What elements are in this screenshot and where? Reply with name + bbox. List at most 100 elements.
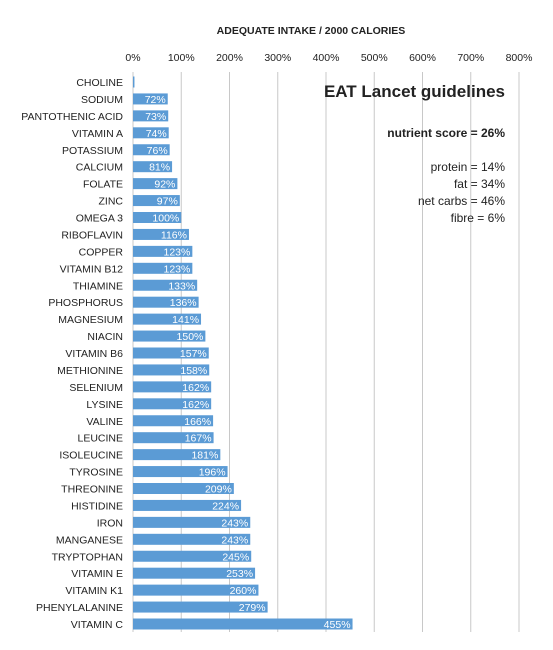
bar [133, 415, 214, 427]
bar [133, 161, 173, 173]
bar [133, 296, 199, 308]
category-label: CHOLINE [76, 77, 123, 89]
x-tick-label: 800% [506, 52, 533, 64]
x-axis-tick-labels: 0% 100% 200% 300% 400% 500% 600% 700% 800% [125, 52, 532, 64]
bar [133, 279, 198, 291]
data-label: 76% [147, 145, 168, 157]
category-label: NIACIN [87, 331, 123, 343]
bar [133, 93, 168, 105]
annotation-protein: protein = 14% [430, 160, 505, 174]
bar [133, 584, 259, 596]
data-label: 97% [157, 196, 178, 208]
bar [133, 618, 353, 630]
bar [133, 313, 202, 325]
x-axis-title: ADEQUATE INTAKE / 2000 CALORIES [217, 25, 406, 37]
x-tick-label: 100% [168, 52, 195, 64]
x-tick-label: 700% [457, 52, 484, 64]
bar [133, 364, 210, 376]
category-label: LYSINE [86, 399, 123, 411]
data-label: 123% [163, 263, 190, 275]
bar [133, 228, 189, 240]
data-label: 81% [149, 162, 170, 174]
bar [133, 432, 214, 444]
data-label: 181% [191, 450, 218, 462]
data-label: 243% [221, 534, 248, 546]
annotation-fat: fat = 34% [453, 177, 505, 191]
data-label: 224% [212, 500, 239, 512]
bar [133, 262, 193, 274]
bar [133, 601, 268, 613]
category-label: IRON [97, 517, 123, 529]
data-label: 166% [184, 416, 211, 428]
bar [133, 516, 251, 528]
bar [133, 144, 170, 156]
x-tick-label: 200% [216, 52, 243, 64]
data-label: 167% [185, 433, 212, 445]
category-label: HISTIDINE [71, 500, 123, 512]
x-tick-label: 400% [313, 52, 340, 64]
category-label: METHIONINE [57, 365, 123, 377]
data-label: 123% [163, 246, 190, 258]
data-label: 74% [146, 128, 167, 140]
data-label: 260% [230, 585, 257, 597]
category-label: POTASSIUM [62, 145, 123, 157]
data-label: 455% [324, 619, 351, 631]
data-label: 209% [205, 484, 232, 496]
bar [133, 398, 212, 410]
bar [133, 449, 221, 461]
bars [133, 76, 353, 630]
category-label: SELENIUM [69, 382, 123, 394]
bar [133, 178, 178, 190]
annotation-nutrient-score: nutrient score = 26% [387, 126, 505, 140]
x-tick-label: 500% [361, 52, 388, 64]
bar [133, 245, 193, 257]
category-label: PHENYLALANINE [36, 602, 123, 614]
category-label: VITAMIN B12 [60, 263, 124, 275]
category-label: VITAMIN B6 [65, 348, 123, 360]
data-label: 116% [161, 229, 187, 241]
category-label: VITAMIN C [71, 619, 124, 631]
category-label: TRYPTOPHAN [52, 551, 123, 563]
category-label: CALCIUM [76, 162, 123, 174]
bar [133, 381, 212, 393]
category-label: VITAMIN A [72, 128, 123, 140]
category-label: VITAMIN E [71, 568, 123, 580]
data-label: 157% [180, 348, 207, 360]
category-labels: CHOLINE SODIUM PANTOTHENIC ACID VITAMIN A PO… [21, 77, 123, 631]
category-label: TYROSINE [69, 467, 123, 479]
x-tick-label: 300% [264, 52, 291, 64]
data-label: 133% [168, 280, 195, 292]
category-label: ISOLEUCINE [59, 450, 123, 462]
category-label: FOLATE [83, 179, 123, 191]
category-label: RIBOFLAVIN [61, 229, 123, 241]
data-label: 136% [170, 297, 197, 309]
data-label: 196% [199, 467, 226, 479]
data-label: 253% [226, 568, 253, 580]
data-label: 100% [152, 213, 179, 225]
x-tick-label: 600% [409, 52, 436, 64]
annotation-net-carbs: net carbs = 46% [417, 194, 505, 208]
category-label: MAGNESIUM [58, 314, 123, 326]
data-label: 72% [145, 94, 166, 106]
bar [133, 466, 228, 478]
bar [133, 499, 242, 511]
data-label: 158% [180, 365, 207, 377]
bar [133, 212, 182, 223]
data-label: 162% [182, 382, 209, 394]
category-label: OMEGA 3 [76, 213, 123, 225]
data-label: 73% [145, 111, 166, 123]
bar [133, 550, 252, 562]
category-label: VALINE [86, 416, 123, 428]
bar [133, 483, 234, 494]
category-label: MANGANESE [56, 534, 123, 546]
bar [133, 533, 251, 545]
category-label: VITAMIN K1 [65, 585, 123, 597]
data-label: 3 [127, 77, 133, 89]
annotation-title: EAT Lancet guidelines [323, 82, 505, 101]
data-label: 92% [154, 179, 175, 191]
category-label: THIAMINE [73, 280, 123, 292]
category-label: SODIUM [81, 94, 123, 106]
data-label: 243% [221, 517, 248, 529]
bar [133, 127, 169, 139]
